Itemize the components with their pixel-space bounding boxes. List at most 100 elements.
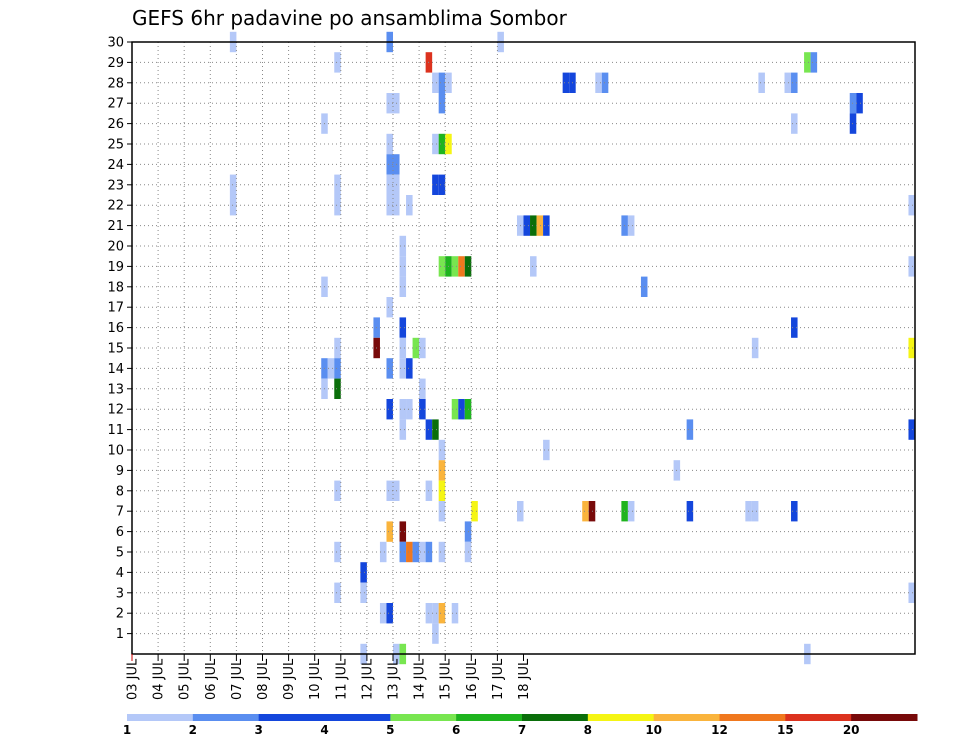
- data-cell: [438, 460, 446, 481]
- data-cell: [399, 399, 407, 420]
- y-tick-label: 3: [116, 586, 124, 601]
- data-cell: [908, 337, 916, 359]
- colorbar-label: 8: [584, 723, 592, 737]
- y-tick-label: 1: [116, 627, 124, 642]
- data-cell: [419, 378, 426, 399]
- data-cell: [908, 256, 916, 277]
- y-tick-label: 24: [107, 158, 124, 173]
- y-tick-label: 14: [107, 362, 124, 377]
- data-cell: [406, 541, 413, 563]
- data-cell: [791, 501, 798, 522]
- colorbar-swatch: [192, 714, 260, 721]
- y-tick-label: 12: [107, 403, 124, 418]
- data-cell: [438, 603, 446, 624]
- colorbar-label: 7: [518, 723, 526, 737]
- colorbar-swatch: [258, 714, 325, 721]
- data-cell: [438, 501, 446, 522]
- y-tick-label: 26: [107, 117, 124, 132]
- data-cell: [399, 256, 407, 277]
- data-cell: [379, 603, 387, 624]
- data-cell: [791, 113, 798, 134]
- data-cell: [399, 276, 407, 297]
- y-tick-label: 9: [116, 464, 124, 479]
- data-cell: [334, 358, 341, 379]
- data-cell: [458, 256, 465, 277]
- data-cell: [791, 317, 798, 338]
- data-cell: [438, 72, 446, 93]
- data-cell: [229, 195, 237, 216]
- colorbar-swatch: [456, 714, 523, 721]
- y-tick-label: 29: [107, 56, 124, 71]
- data-cell: [784, 72, 792, 93]
- data-cell: [856, 93, 863, 114]
- y-tick-label: 16: [107, 321, 124, 336]
- y-tick-label: 5: [116, 546, 124, 561]
- data-cell: [523, 215, 531, 236]
- colorbar-label: 1: [123, 723, 131, 737]
- x-tick-label: 06 JUL: [204, 658, 219, 700]
- data-cell: [386, 399, 394, 420]
- data-cell: [849, 93, 857, 114]
- data-cell: [412, 337, 420, 359]
- data-cell: [406, 358, 413, 379]
- data-cell: [360, 582, 367, 603]
- y-tick-label: 25: [107, 138, 124, 153]
- data-cell: [399, 419, 407, 440]
- data-cell: [582, 501, 589, 522]
- y-tick-label: 6: [116, 525, 124, 540]
- data-cell: [406, 399, 413, 420]
- y-tick-label: 27: [107, 97, 124, 112]
- grid-layer: [132, 42, 915, 654]
- data-cell: [686, 419, 694, 440]
- x-tick-label: 03 JUL: [126, 658, 141, 700]
- y-tick-label: 30: [107, 36, 124, 51]
- data-cell: [334, 378, 341, 399]
- data-cell: [471, 501, 478, 522]
- data-cell: [327, 358, 335, 379]
- data-cell: [399, 541, 407, 563]
- x-tick-label: 11 JUL: [334, 658, 349, 700]
- data-cell: [601, 72, 609, 93]
- data-cell: [543, 439, 550, 461]
- y-tick-label: 21: [107, 219, 124, 234]
- y-tick-label: 20: [107, 240, 124, 255]
- data-cell: [412, 541, 420, 563]
- data-cell: [438, 480, 446, 501]
- data-cell: [686, 501, 694, 522]
- colorbar-swatch: [390, 714, 457, 721]
- data-cell: [530, 256, 537, 277]
- data-cell: [530, 215, 537, 236]
- colorbar-label: 15: [777, 723, 794, 737]
- data-cell: [438, 174, 446, 195]
- data-cell: [432, 133, 439, 155]
- data-cell: [379, 541, 387, 563]
- data-cell: [419, 541, 426, 563]
- x-tick-label: 14 JUL: [413, 658, 428, 700]
- data-cell: [334, 337, 341, 359]
- y-tick-label: 28: [107, 76, 124, 91]
- x-axis: 03 JUL 04 JUL 05 JUL 06 JUL 07 JUL 08 JUL 09 J…: [126, 654, 532, 700]
- x-tick-label: 17 JUL: [491, 658, 506, 700]
- data-cell: [399, 317, 407, 338]
- colorbar: 1 2 3 4 5 6 7 8 10 12 15 20: [123, 714, 918, 737]
- colorbar-swatch: [587, 714, 655, 721]
- data-cell: [627, 501, 635, 522]
- data-cell: [386, 297, 394, 318]
- data-cell: [791, 72, 798, 93]
- data-cell: [543, 215, 550, 236]
- data-cell: [458, 399, 465, 420]
- data-cell: [562, 72, 570, 93]
- colorbar-label: 3: [254, 723, 262, 737]
- data-cell: [399, 337, 407, 359]
- y-tick-label: 17: [107, 301, 124, 316]
- data-cell: [334, 174, 341, 195]
- y-tick-label: 22: [107, 199, 124, 214]
- colorbar-label: 2: [189, 723, 197, 737]
- y-tick-label: 15: [107, 342, 124, 357]
- data-cell: [406, 195, 413, 216]
- data-cell: [399, 358, 407, 379]
- data-cell: [438, 133, 446, 155]
- y-tick-label: 23: [107, 178, 124, 193]
- data-cell: [536, 215, 544, 236]
- data-cell: [334, 480, 341, 501]
